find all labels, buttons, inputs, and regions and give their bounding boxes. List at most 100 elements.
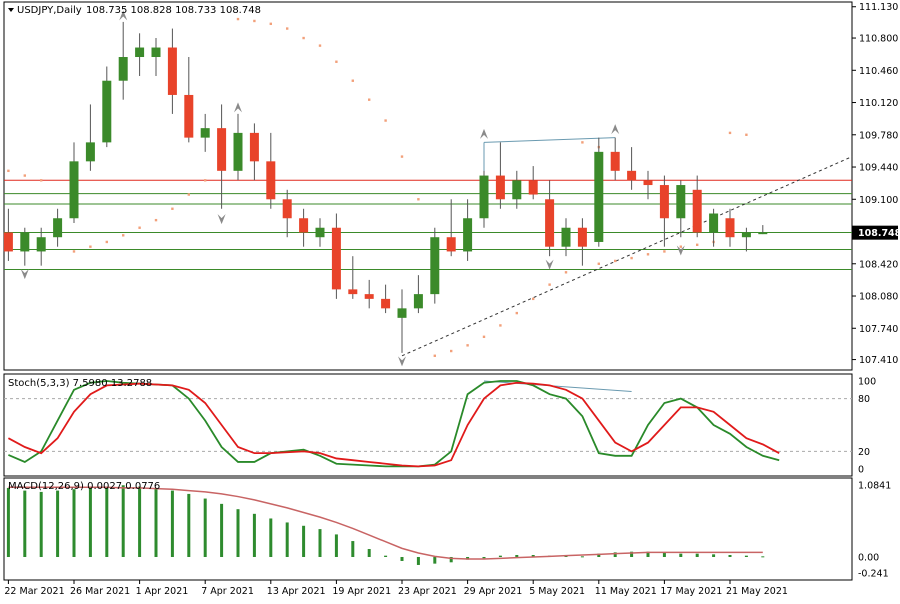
date-tick-label: 17 May 2021	[660, 586, 722, 597]
sar-dot	[204, 179, 207, 182]
sar-dot	[236, 17, 240, 21]
sar-dot	[532, 297, 535, 301]
macd-histogram-bar	[351, 541, 355, 557]
macd-histogram-bar	[630, 551, 634, 557]
stoch-tick-label: 100	[858, 377, 876, 388]
candle-body	[479, 175, 489, 219]
candle-body	[495, 175, 505, 200]
candle-body	[282, 199, 292, 219]
date-tick-label: 22 Mar 2021	[4, 586, 64, 597]
date-tick-label: 29 Apr 2021	[464, 586, 523, 597]
candle-body	[364, 294, 374, 299]
macd-histogram-bar	[203, 498, 207, 557]
support-trendline	[401, 156, 853, 357]
price-tick-label: 107.740	[859, 324, 898, 335]
macd-histogram-bar	[334, 534, 338, 557]
candle-body	[200, 128, 210, 138]
candle-body	[3, 232, 13, 252]
macd-histogram-bar	[580, 556, 584, 558]
macd-signal-line	[8, 486, 763, 560]
stoch-tick-label: 20	[858, 447, 870, 458]
sar-dot	[40, 179, 43, 182]
candle-body	[69, 161, 79, 219]
date-tick-label: 1 Apr 2021	[136, 586, 189, 597]
macd-histogram-bar	[515, 555, 519, 557]
macd-histogram-bar	[187, 493, 191, 557]
sar-dot	[253, 19, 256, 23]
sar-dot	[466, 344, 469, 347]
candle-body	[397, 308, 407, 318]
macd-histogram-bar	[170, 490, 174, 557]
candle-body	[20, 232, 30, 252]
stoch-d-line	[7, 381, 780, 468]
date-tick-label: 11 May 2021	[595, 586, 657, 597]
stoch-tick-label: 0	[858, 465, 864, 476]
sar-dot	[614, 259, 617, 263]
stoch-panel-frame	[3, 373, 853, 477]
macd-histogram-bar	[662, 553, 666, 557]
candle-body	[676, 185, 686, 219]
candle-body	[758, 232, 768, 235]
chart-symbol-label: USDJPY,Daily	[17, 5, 82, 16]
macd-histogram-bar	[384, 555, 388, 557]
sar-dot	[663, 250, 666, 253]
sar-dot	[171, 207, 174, 210]
sar-dot	[335, 60, 338, 63]
macd-histogram-bar	[400, 556, 404, 561]
sar-dot	[581, 141, 584, 144]
macd-histogram-bar	[285, 522, 289, 557]
macd-histogram-bar	[302, 525, 306, 557]
macd-histogram-bar	[531, 555, 535, 557]
sar-dot	[154, 218, 158, 222]
sar-dot	[482, 335, 486, 339]
macd-panel-frame	[3, 477, 853, 581]
macd-histogram-bar	[761, 556, 765, 558]
sar-dot	[564, 271, 568, 274]
candle-body	[151, 47, 161, 58]
macd-histogram-bar	[416, 556, 420, 565]
current-price-label: 108.748	[858, 228, 900, 239]
macd-histogram-bar	[646, 551, 650, 557]
candle-body	[85, 142, 95, 162]
sar-dot	[630, 256, 633, 260]
candle-body	[741, 232, 751, 238]
candle-body	[135, 47, 145, 58]
macd-histogram-bar	[679, 553, 683, 557]
candle-body	[610, 151, 620, 171]
sar-dot	[433, 354, 436, 357]
sar-dot	[548, 283, 551, 286]
candle-body	[446, 237, 456, 252]
sar-dot	[368, 98, 371, 101]
macd-histogram-bar	[88, 487, 92, 557]
candle-body	[118, 57, 128, 81]
macd-histogram-bar	[6, 487, 10, 557]
fractal-down-arrow	[545, 259, 554, 270]
macd-histogram-bar	[39, 491, 43, 557]
price-tick-label: 108.080	[859, 292, 898, 303]
candle-body	[577, 227, 587, 247]
sar-dot	[122, 234, 125, 237]
macd-histogram-bar	[367, 549, 371, 557]
candle-body	[594, 151, 604, 242]
divergence-line-price	[483, 137, 616, 143]
candle-body	[249, 132, 259, 162]
candle-body	[430, 237, 440, 295]
fractal-up-arrow	[234, 102, 242, 113]
price-tick-label: 109.100	[859, 195, 898, 206]
sar-dot	[302, 36, 305, 40]
sar-dot	[318, 44, 322, 47]
date-tick-label: 7 Apr 2021	[201, 586, 254, 597]
candle-body	[381, 298, 391, 309]
candle-body	[528, 180, 538, 195]
price-tick-label: 108.420	[859, 259, 898, 270]
candle-body	[331, 227, 341, 290]
candle-body	[627, 170, 637, 181]
price-tick-label: 111.130	[859, 2, 898, 13]
candle-body	[299, 218, 309, 233]
candle-body	[36, 237, 46, 252]
date-tick-label: 13 Apr 2021	[267, 586, 326, 597]
sar-dot	[105, 240, 108, 244]
fractal-up-arrow	[480, 128, 488, 139]
candle-body	[545, 199, 555, 247]
